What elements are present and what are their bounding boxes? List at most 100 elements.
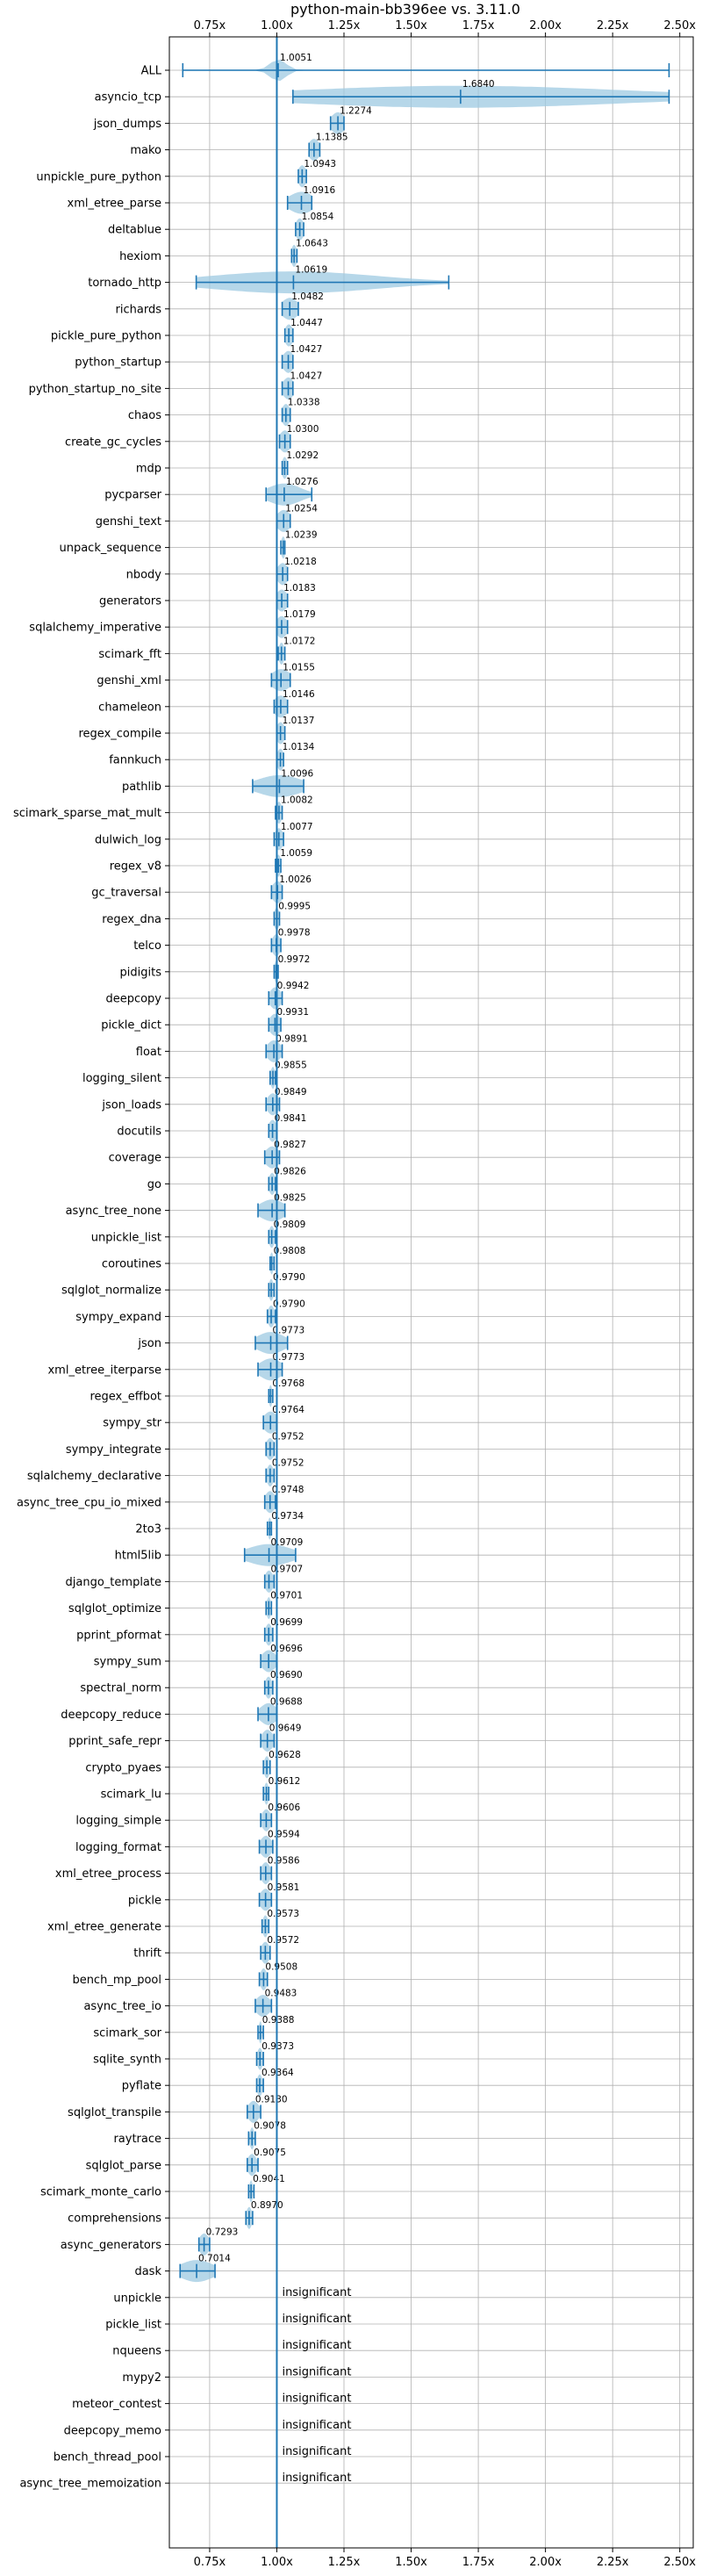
benchmark-label: logging_format: [75, 1841, 161, 1854]
benchmark-label: deepcopy: [105, 993, 161, 1006]
value-label: 1.0051: [280, 53, 312, 63]
value-label: 0.9483: [265, 1989, 297, 1999]
benchmark-label: deepcopy_memo: [64, 2424, 161, 2437]
benchmark-label: comprehensions: [68, 2213, 161, 2226]
value-label: 1.0854: [302, 212, 334, 222]
benchmark-label: xml_etree_iterparse: [47, 1364, 161, 1377]
benchmark-label: nbody: [126, 568, 162, 581]
benchmark-label: sympy_str: [103, 1417, 161, 1430]
benchmark-label: coroutines: [102, 1258, 161, 1271]
value-label: 0.9594: [268, 1829, 300, 1839]
benchmark-label: xml_etree_generate: [47, 1921, 161, 1934]
benchmark-label: logging_silent: [82, 1072, 161, 1085]
x-tick-label-bottom: 1.75x: [462, 2556, 495, 2569]
value-label: 0.9752: [272, 1458, 304, 1469]
benchmark-label: genshi_text: [96, 515, 161, 529]
value-label: 1.0137: [283, 716, 315, 726]
benchmark-label: logging_simple: [75, 1815, 161, 1828]
value-label: 0.9809: [274, 1220, 306, 1230]
value-label: 0.9827: [274, 1140, 306, 1150]
value-label: 0.9931: [276, 1007, 309, 1018]
value-label: 0.9078: [254, 2121, 286, 2132]
value-label: 1.0916: [304, 185, 336, 196]
benchmark-label: unpickle: [113, 2292, 161, 2305]
x-tick-label-bottom: 1.25x: [328, 2556, 361, 2569]
value-label: 0.9690: [270, 1670, 303, 1680]
value-label: 0.9995: [278, 901, 311, 911]
benchmark-label: json_loads: [101, 1098, 161, 1112]
x-tick-label-bottom: 2.00x: [529, 2556, 562, 2569]
benchmark-label: sympy_expand: [75, 1311, 161, 1324]
benchmark-label: unpickle_pure_python: [36, 170, 161, 183]
value-label: 1.0276: [286, 477, 319, 487]
value-label: 1.0082: [281, 795, 313, 806]
value-label: 1.0183: [283, 583, 316, 594]
insignificant-label: insignificant: [282, 2393, 351, 2406]
value-label: 0.9734: [271, 1511, 304, 1522]
value-label: 1.0155: [283, 663, 315, 673]
value-label: 0.9891: [276, 1033, 308, 1044]
benchmark-label: coverage: [109, 1152, 161, 1165]
value-label: 1.0482: [291, 291, 324, 302]
benchmark-label: mako: [130, 144, 161, 157]
value-label: 0.9572: [267, 1935, 299, 1946]
value-label: 0.9075: [254, 2148, 286, 2158]
benchmark-label: crypto_pyaes: [85, 1761, 161, 1774]
benchmark-label: spectral_norm: [80, 1682, 161, 1695]
benchmark-label: 2to3: [135, 1523, 161, 1536]
benchmark-label: float: [136, 1046, 161, 1059]
insignificant-label: insignificant: [282, 2286, 351, 2299]
value-label: 1.0077: [281, 822, 313, 832]
benchmark-label: deepcopy_reduce: [61, 1709, 161, 1722]
value-label: 0.9508: [265, 1961, 297, 1972]
value-label: 1.0172: [283, 636, 316, 646]
benchmark-label: html5lib: [115, 1550, 161, 1563]
benchmark-label: scimark_fft: [98, 648, 161, 661]
value-label: 0.9709: [271, 1537, 304, 1548]
benchmark-label: create_gc_cycles: [65, 435, 161, 449]
value-label: 0.9373: [261, 2041, 294, 2052]
value-label: 0.9581: [268, 1882, 300, 1893]
value-label: 0.9699: [270, 1617, 303, 1628]
benchmark-label: raytrace: [113, 2133, 161, 2146]
benchmark-label: deltablue: [108, 224, 161, 237]
value-label: 1.0179: [283, 609, 316, 620]
insignificant-label: insignificant: [282, 2365, 351, 2378]
benchmark-label: xml_etree_process: [55, 1867, 161, 1881]
value-label: 0.9573: [267, 1909, 299, 1919]
benchmark-label: scimark_monte_carlo: [40, 2186, 161, 2199]
benchmark-label: django_template: [66, 1576, 161, 1589]
value-label: 0.9688: [270, 1696, 303, 1707]
value-label: 0.9041: [253, 2174, 285, 2184]
value-label: 1.0059: [280, 848, 312, 859]
benchmark-label: gc_traversal: [91, 887, 161, 900]
value-label: 0.9855: [275, 1061, 307, 1071]
violin-layer: [179, 59, 670, 2283]
x-tick-label-top: 1.75x: [462, 19, 495, 32]
value-label: 0.9748: [272, 1485, 304, 1495]
benchmark-label: chaos: [128, 409, 161, 422]
benchmark-label: scimark_sparse_mat_mult: [13, 807, 161, 820]
benchmark-label: chameleon: [98, 701, 161, 714]
value-label: 0.9701: [270, 1591, 303, 1601]
insignificant-label: insignificant: [282, 2339, 351, 2352]
value-label: 1.6840: [462, 79, 495, 90]
benchmark-label: docutils: [117, 1126, 161, 1139]
benchmark-label: richards: [116, 303, 162, 316]
value-label: 0.9841: [275, 1113, 307, 1124]
value-label: 0.9942: [277, 981, 310, 991]
benchmark-label: regex_effbot: [90, 1391, 161, 1404]
benchmark-label: pycparser: [104, 489, 161, 502]
value-label: 1.2274: [340, 105, 372, 116]
benchmark-label: pickle: [128, 1894, 161, 1907]
value-label: 1.0300: [287, 424, 319, 435]
value-label: 0.8970: [251, 2200, 283, 2211]
value-label: 0.9808: [274, 1246, 306, 1256]
benchmark-label: async_tree_none: [66, 1205, 161, 1218]
benchmark-label: asyncio_tcp: [95, 91, 161, 104]
value-label: 1.0943: [304, 159, 336, 169]
value-label: 1.0427: [290, 344, 323, 355]
insignificant-label: insignificant: [282, 2313, 351, 2326]
